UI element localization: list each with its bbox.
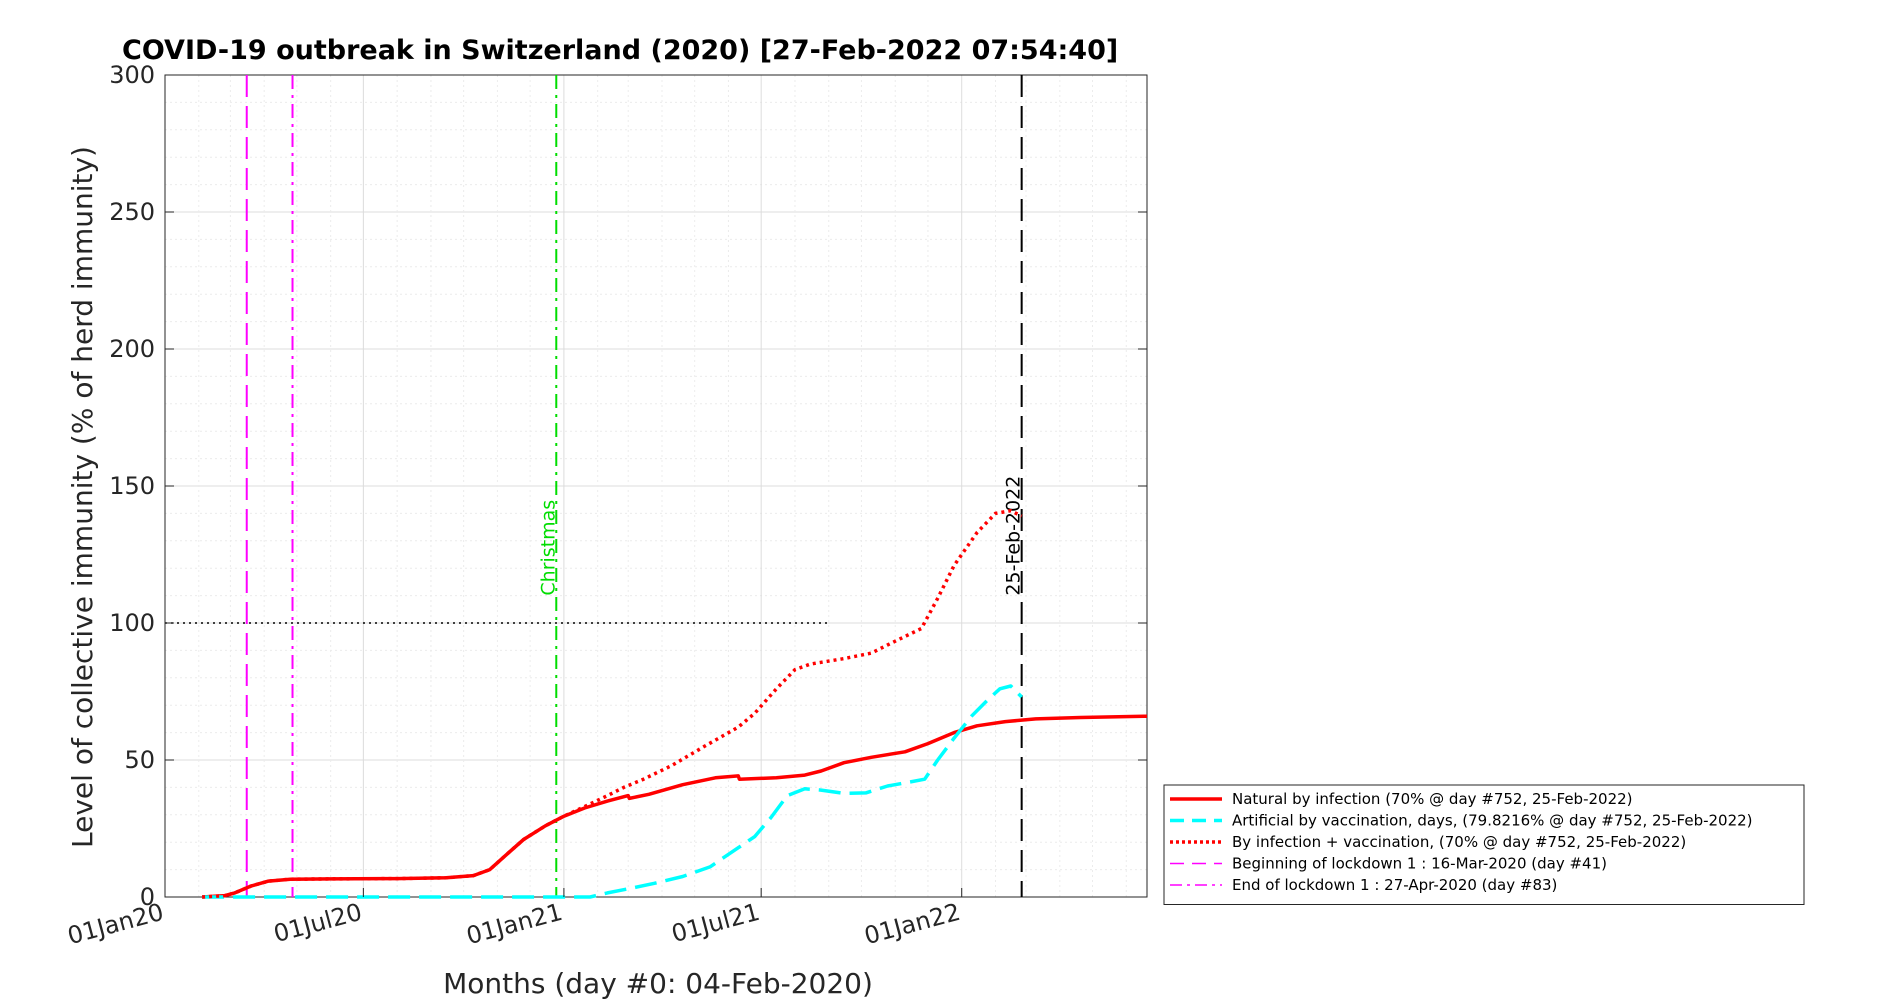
y-axis: 0 50 100 150 200 250 300 — [109, 61, 1147, 911]
y-tick-label: 150 — [109, 472, 155, 500]
grid — [164, 74, 1147, 898]
legend-label: Beginning of lockdown 1 : 16-Mar-2020 (d… — [1232, 855, 1607, 873]
series-line — [202, 684, 1023, 899]
legend: Natural by infection (70% @ day #752, 25… — [1163, 784, 1805, 905]
legend-label: Artificial by vaccination, days, (79.821… — [1232, 812, 1753, 830]
legend-label: By infection + vaccination, (70% @ day #… — [1232, 833, 1686, 851]
legend-label: Natural by infection (70% @ day #752, 25… — [1232, 790, 1633, 808]
legend-box — [1163, 784, 1805, 905]
y-tick-label: 0 — [140, 883, 155, 911]
vertical-marker-label: 25-Feb-2022 — [1003, 476, 1025, 596]
x-axis-label: Months (day #0: 04-Feb-2020) — [443, 967, 873, 1000]
series-line — [201, 714, 1148, 899]
legend-label: End of lockdown 1 : 27-Apr-2020 (day #83… — [1232, 876, 1557, 894]
vertical-marker-label: Christmas — [537, 500, 559, 596]
y-tick-label: 50 — [124, 746, 155, 774]
chart-title: COVID-19 outbreak in Switzerland (2020) … — [122, 35, 1118, 66]
y-tick-label: 100 — [109, 609, 155, 637]
series-line — [201, 508, 1023, 899]
series-group — [165, 508, 1148, 899]
y-axis-label: Level of collective immunity (% of herd … — [66, 146, 99, 848]
vertical-markers: Christmas 25-Feb-2022 — [245, 75, 1025, 897]
y-tick-label: 300 — [109, 61, 155, 89]
y-tick-label: 250 — [109, 198, 155, 226]
y-tick-label: 200 — [109, 335, 155, 363]
